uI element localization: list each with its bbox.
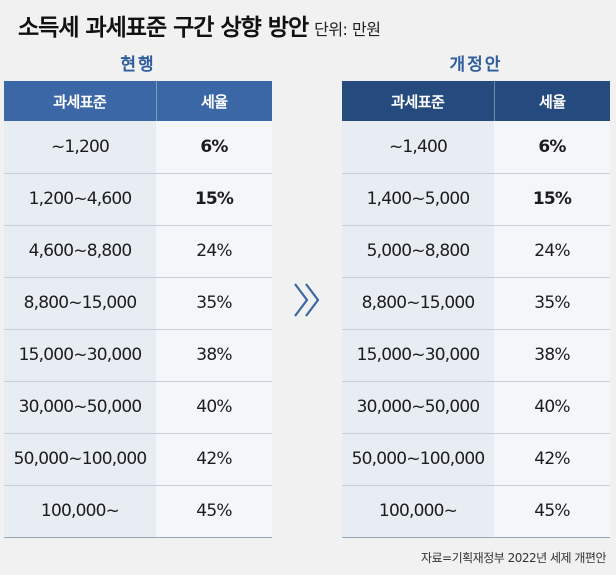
range-cell: 100,000~	[342, 485, 494, 538]
header-rate: 세율	[493, 81, 610, 121]
table-row: 8,800~15,000 35%	[4, 277, 272, 330]
range-cell: 8,800~15,000	[342, 277, 494, 330]
table-row: ~1,200 6%	[4, 121, 272, 174]
range-cell: 8,800~15,000	[4, 277, 156, 330]
title-row: 소득세 과세표준 구간 상향 방안 단위: 만원	[18, 8, 381, 42]
table-row: 4,600~8,800 24%	[4, 225, 272, 278]
table-row: 30,000~50,000 40%	[4, 381, 272, 434]
table-row: 1,400~5,000 15%	[342, 173, 610, 226]
rate-cell: 15%	[494, 173, 610, 226]
rate-cell: 6%	[494, 121, 610, 174]
rate-cell: 40%	[494, 381, 610, 434]
table-row: 100,000~ 45%	[4, 485, 272, 538]
range-cell: 1,400~5,000	[342, 173, 494, 226]
rate-cell: 42%	[156, 433, 272, 486]
rate-cell: 45%	[156, 485, 272, 538]
range-cell: 50,000~100,000	[4, 433, 156, 486]
source-note: 자료=기획재정부 2022년 세제 개편안	[420, 551, 607, 565]
header-rate: 세율	[155, 81, 272, 121]
table-row: 30,000~50,000 40%	[342, 381, 610, 434]
table-row: 50,000~100,000 42%	[4, 433, 272, 486]
rate-cell: 45%	[494, 485, 610, 538]
range-cell: 15,000~30,000	[4, 329, 156, 382]
rate-cell: 38%	[494, 329, 610, 382]
table-row: 15,000~30,000 38%	[342, 329, 610, 382]
range-cell: 1,200~4,600	[4, 173, 156, 226]
table-row: 15,000~30,000 38%	[4, 329, 272, 382]
table-row: 50,000~100,000 42%	[342, 433, 610, 486]
page-title: 소득세 과세표준 구간 상향 방안	[18, 15, 309, 41]
range-cell: 15,000~30,000	[342, 329, 494, 382]
current-caption: 현행	[120, 55, 156, 75]
rate-cell: 24%	[494, 225, 610, 278]
current-table: 과세표준 세율 ~1,200 6% 1,200~4,600 15% 4,600~…	[4, 81, 272, 538]
header-range: 과세표준	[4, 81, 156, 121]
table-row: 8,800~15,000 35%	[342, 277, 610, 330]
table-header-row: 과세표준 세율	[4, 81, 272, 121]
range-cell: 50,000~100,000	[342, 433, 494, 486]
unit-label: 단위: 만원	[314, 20, 381, 39]
rate-cell: 6%	[156, 121, 272, 174]
table-row: 100,000~ 45%	[342, 485, 610, 538]
rate-cell: 35%	[156, 277, 272, 330]
table-header-row: 과세표준 세율	[342, 81, 610, 121]
range-cell: ~1,400	[342, 121, 494, 174]
rate-cell: 40%	[156, 381, 272, 434]
rate-cell: 15%	[156, 173, 272, 226]
table-row: 5,000~8,800 24%	[342, 225, 610, 278]
header-range: 과세표준	[342, 81, 494, 121]
range-cell: 4,600~8,800	[4, 225, 156, 278]
range-cell: 30,000~50,000	[342, 381, 494, 434]
double-chevron-right-icon	[294, 283, 320, 317]
proposed-caption: 개정안	[449, 55, 503, 75]
range-cell: 100,000~	[4, 485, 156, 538]
table-row: 1,200~4,600 15%	[4, 173, 272, 226]
proposed-table: 과세표준 세율 ~1,400 6% 1,400~5,000 15% 5,000~…	[342, 81, 610, 538]
table-row: ~1,400 6%	[342, 121, 610, 174]
range-cell: 30,000~50,000	[4, 381, 156, 434]
rate-cell: 24%	[156, 225, 272, 278]
rate-cell: 38%	[156, 329, 272, 382]
rate-cell: 42%	[494, 433, 610, 486]
range-cell: 5,000~8,800	[342, 225, 494, 278]
rate-cell: 35%	[494, 277, 610, 330]
range-cell: ~1,200	[4, 121, 156, 174]
